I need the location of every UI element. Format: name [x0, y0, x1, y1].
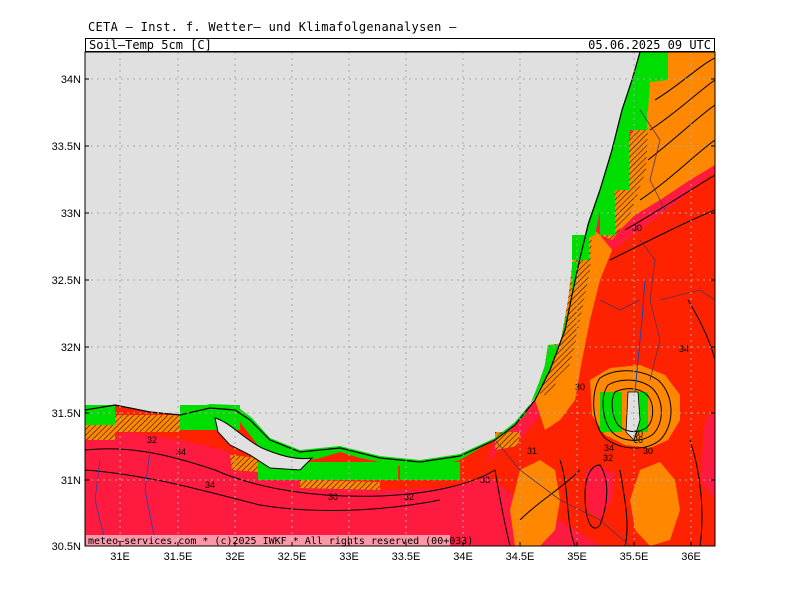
river-1 — [94, 459, 106, 541]
lon-tick-label: 31.5E — [164, 551, 193, 563]
contour-labels: 32 34 34 30 32 33 31 30 30 34 32 34 26 3… — [147, 223, 689, 502]
lon-tick-label: 33.5E — [392, 551, 421, 563]
lat-tick-label: 33N — [61, 208, 81, 220]
orange-south-1 — [510, 460, 560, 546]
lon-tick-label: 35.5E — [620, 551, 649, 563]
green-coast — [180, 52, 668, 468]
contour-label: 34 — [176, 447, 186, 457]
hatched-sinai-3 — [85, 425, 115, 440]
green-block-2 — [572, 235, 589, 260]
borders — [494, 109, 715, 546]
lat-tick-label: 31.5N — [52, 408, 81, 420]
lat-tick-label: 32N — [61, 342, 81, 354]
lon-tick-label: 36E — [681, 551, 701, 563]
lon-tick-label: 34.5E — [506, 551, 535, 563]
lon-tick-label: 31E — [110, 551, 130, 563]
orange-south-2 — [630, 462, 680, 546]
crimson-south-pocket — [585, 465, 615, 520]
green-block-7 — [85, 405, 115, 425]
red-zone — [480, 170, 715, 546]
contour-label: 31 — [527, 446, 537, 456]
contour-label: 30 — [643, 446, 653, 456]
contour-label: 30 — [328, 492, 338, 502]
contour-label: 34 — [604, 443, 614, 453]
lat-tick-label: 31N — [61, 475, 81, 487]
copyright-text: meteo—services.com * (c)2025 IWKF * All … — [88, 536, 473, 547]
contour-label: 32 — [603, 453, 613, 463]
map-frame — [84, 51, 716, 547]
river-2 — [144, 449, 156, 541]
lat-tick-label: 32.5N — [52, 275, 81, 287]
contour-label: 30 — [632, 223, 642, 233]
green-block-4 — [630, 100, 647, 130]
contour-label: 32 — [147, 435, 157, 445]
lat-axis: 34N 33.5N 33N 32.5N 32N 31.5N 31N 30.5N — [52, 74, 81, 553]
lat-tick-label: 34N — [61, 74, 81, 86]
green-block-5 — [400, 462, 460, 480]
hatched-south-coast — [495, 432, 520, 450]
map-title: CETA — Inst. f. Wetter— und Klimafolgena… — [88, 20, 457, 34]
bardawil-lagoon — [214, 417, 314, 471]
coastline — [85, 52, 641, 463]
contour-label: 30 — [575, 382, 585, 392]
hatched-sinai-1 — [115, 415, 180, 432]
contour-label: 34 — [205, 480, 215, 490]
contour-label: 26 — [633, 435, 643, 445]
contour-label: 30 — [633, 429, 643, 439]
green-block-3 — [612, 145, 629, 190]
lon-tick-label: 35E — [567, 551, 587, 563]
lon-axis: 31E 31.5E 32E 32.5E 33E 33.5E 34E 34.5E … — [110, 551, 701, 563]
lat-tick-label: 30.5N — [52, 541, 81, 553]
hatched-sinai-4 — [300, 480, 380, 490]
jordan-river — [634, 279, 646, 393]
hatched-mid — [540, 343, 565, 395]
contour-label: 33 — [480, 475, 490, 485]
green-dead-sea-e — [638, 392, 648, 432]
lon-tick-label: 33E — [339, 551, 359, 563]
lon-tick-label: 34E — [453, 551, 473, 563]
isotherm-contours — [85, 57, 715, 546]
grid-lines — [85, 52, 715, 546]
datetime-label: 05.06.2025 09 UTC — [588, 38, 711, 52]
green-block-1 — [600, 195, 615, 235]
lon-tick-label: 32.5E — [278, 551, 307, 563]
hatched-sinai-2 — [230, 455, 258, 472]
lon-tick-label: 32E — [225, 551, 245, 563]
dead-sea — [625, 391, 641, 441]
parameter-label: Soil—Temp_5cm_[C] — [89, 38, 212, 52]
contour-label: 32 — [404, 492, 414, 502]
tick-marks — [85, 78, 715, 546]
lat-tick-label: 33.5N — [52, 141, 81, 153]
crimson-east — [700, 410, 715, 500]
contour-label: 34 — [679, 344, 689, 354]
